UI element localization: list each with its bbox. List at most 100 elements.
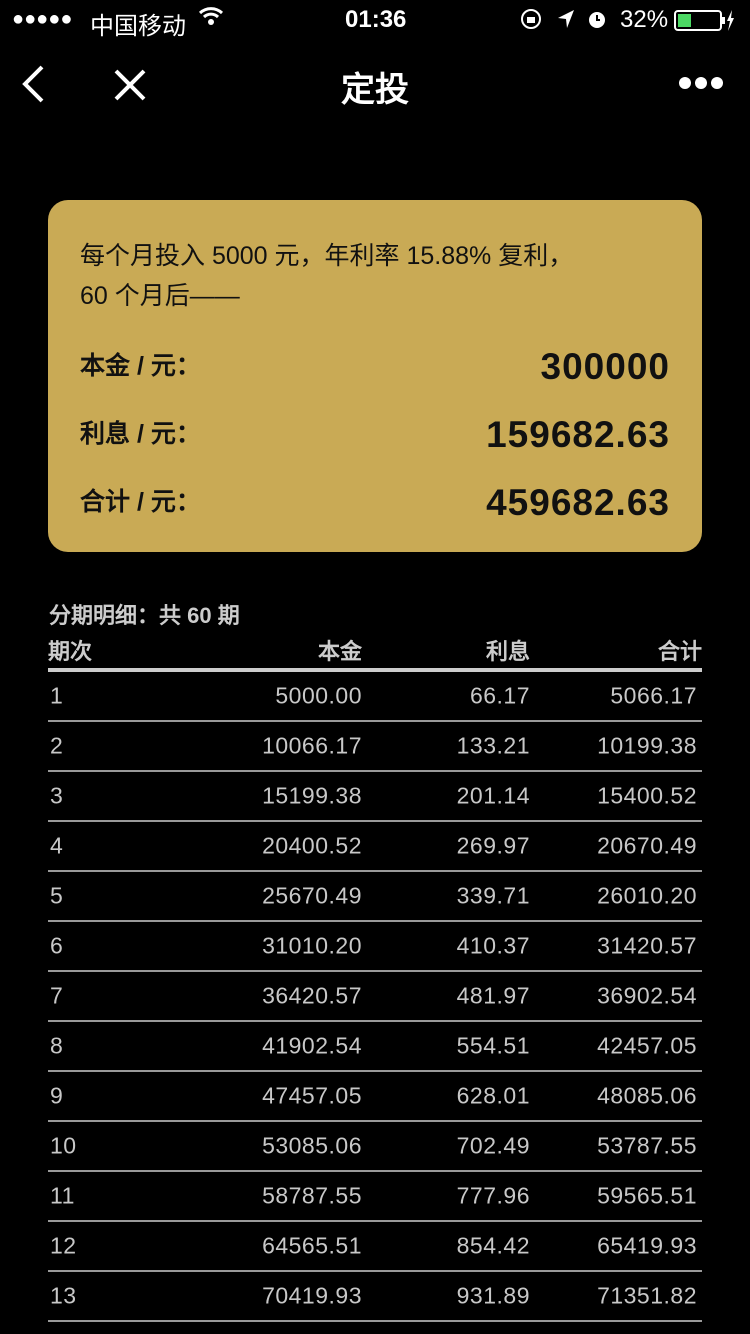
cell-period: 13: [50, 1282, 77, 1309]
cell-total: 36902.54: [597, 982, 697, 1009]
signal-icon: ●●●●●: [12, 8, 73, 30]
interest-label: 利息 / 元：: [80, 420, 201, 448]
cell-interest: 339.71: [456, 882, 530, 909]
cell-interest: 854.42: [456, 1232, 530, 1259]
cell-total: 48085.06: [597, 1082, 697, 1109]
principal-value: 300000: [540, 346, 670, 387]
table-row: 3 15199.38 201.14 15400.52: [48, 772, 702, 822]
alarm-icon: [586, 8, 608, 37]
cell-period: 7: [50, 982, 64, 1009]
nav-bar: 定投: [0, 40, 750, 128]
header-principal: 本金: [317, 639, 362, 664]
location-icon: [556, 8, 576, 37]
cell-interest: 66.17: [469, 682, 530, 709]
cell-total: 31420.57: [597, 932, 697, 959]
cell-total: 65419.93: [597, 1232, 697, 1259]
cell-interest: 269.97: [456, 832, 530, 859]
detail-table: 期次 本金 利息 合计 1 5000.00 66.17 5066.17 2 10066.1…: [48, 630, 702, 1322]
total-value: 459682.63: [486, 482, 670, 523]
interest-value: 159682.63: [486, 414, 670, 455]
cell-interest: 481.97: [456, 982, 530, 1009]
cell-principal: 25670.49: [262, 882, 362, 909]
battery-icon: [674, 10, 734, 39]
cell-principal: 20400.52: [262, 832, 362, 859]
summary-card: 每个月投入 5000 元，年利率 15.88% 复利， 60 个月后—— 本金 …: [48, 200, 702, 552]
cell-interest: 554.51: [456, 1032, 530, 1059]
back-button[interactable]: [20, 64, 46, 109]
total-row: 合计 / 元： 459682.63: [80, 474, 670, 524]
table-body: 1 5000.00 66.17 5066.17 2 10066.17 133.21 10199…: [48, 672, 702, 1322]
cell-total: 26010.20: [597, 882, 697, 909]
wifi-icon: [198, 4, 224, 37]
description-line: 60 个月后——: [80, 282, 240, 310]
cell-principal: 64565.51: [262, 1232, 362, 1259]
cell-period: 6: [50, 932, 64, 959]
more-button[interactable]: [678, 76, 724, 95]
status-bar: ●●●●● 中国移动 01:36 32%: [0, 0, 750, 40]
cell-period: 4: [50, 832, 64, 859]
cell-total: 59565.51: [597, 1182, 697, 1209]
table-row: 12 64565.51 854.42 65419.93: [48, 1222, 702, 1272]
cell-period: 10: [50, 1132, 77, 1159]
total-label: 合计 / 元：: [80, 488, 201, 516]
carrier-label: 中国移动: [90, 13, 186, 40]
cell-interest: 702.49: [456, 1132, 530, 1159]
table-row: 6 31010.20 410.37 31420.57: [48, 922, 702, 972]
cell-period: 9: [50, 1082, 64, 1109]
cell-total: 15400.52: [597, 782, 697, 809]
cell-total: 10199.38: [597, 732, 697, 759]
table-row: 13 70419.93 931.89 71351.82: [48, 1272, 702, 1322]
cell-principal: 58787.55: [262, 1182, 362, 1209]
principal-label: 本金 / 元：: [80, 352, 201, 380]
table-row: 11 58787.55 777.96 59565.51: [48, 1172, 702, 1222]
cell-principal: 31010.20: [262, 932, 362, 959]
principal-row: 本金 / 元： 300000: [80, 338, 670, 388]
cell-principal: 47457.05: [262, 1082, 362, 1109]
cell-interest: 410.37: [456, 932, 530, 959]
cell-period: 1: [50, 682, 64, 709]
cell-interest: 201.14: [456, 782, 530, 809]
table-row: 4 20400.52 269.97 20670.49: [48, 822, 702, 872]
cell-principal: 70419.93: [262, 1282, 362, 1309]
table-row: 10 53085.06 702.49 53787.55: [48, 1122, 702, 1172]
close-button[interactable]: [113, 68, 147, 107]
cell-principal: 15199.38: [262, 782, 362, 809]
battery-percent: 32%: [620, 6, 669, 33]
table-row: 2 10066.17 133.21 10199.38: [48, 722, 702, 772]
cell-interest: 931.89: [456, 1282, 530, 1309]
cell-period: 2: [50, 732, 64, 759]
cell-period: 12: [50, 1232, 77, 1259]
cell-interest: 777.96: [456, 1182, 530, 1209]
summary-description: 每个月投入 5000 元，年利率 15.88% 复利， 60 个月后——: [80, 236, 680, 316]
interest-row: 利息 / 元： 159682.63: [80, 406, 670, 456]
header-total: 合计: [657, 639, 702, 664]
table-header: 期次 本金 利息 合计: [48, 630, 702, 672]
header-period: 期次: [48, 639, 93, 664]
description-line: 每个月投入 5000 元，年利率 15.88% 复利，: [80, 242, 574, 270]
header-interest: 利息: [485, 639, 530, 664]
cell-period: 3: [50, 782, 64, 809]
clock: 01:36: [345, 6, 407, 33]
cell-total: 71351.82: [597, 1282, 697, 1309]
table-row: 5 25670.49 339.71 26010.20: [48, 872, 702, 922]
cell-principal: 41902.54: [262, 1032, 362, 1059]
table-row: 7 36420.57 481.97 36902.54: [48, 972, 702, 1022]
table-row: 8 41902.54 554.51 42457.05: [48, 1022, 702, 1072]
table-row: 9 47457.05 628.01 48085.06: [48, 1072, 702, 1122]
table-row: 1 5000.00 66.17 5066.17: [48, 672, 702, 722]
cell-total: 53787.55: [597, 1132, 697, 1159]
cell-principal: 5000.00: [275, 682, 362, 709]
cell-principal: 53085.06: [262, 1132, 362, 1159]
cell-total: 42457.05: [597, 1032, 697, 1059]
cell-principal: 36420.57: [262, 982, 362, 1009]
cell-interest: 133.21: [456, 732, 530, 759]
orientation-lock-icon: [520, 8, 542, 37]
cell-principal: 10066.17: [262, 732, 362, 759]
cell-period: 11: [50, 1182, 75, 1209]
detail-title: 分期明细：共 60 期: [49, 603, 240, 628]
cell-total: 20670.49: [597, 832, 697, 859]
cell-total: 5066.17: [610, 682, 697, 709]
cell-interest: 628.01: [456, 1082, 530, 1109]
page-title: 定投: [341, 71, 409, 109]
cell-period: 5: [50, 882, 64, 909]
